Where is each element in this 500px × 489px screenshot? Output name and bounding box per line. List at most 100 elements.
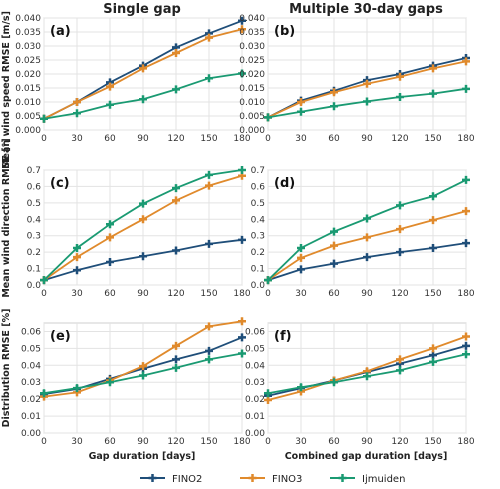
y-tick-label: 0.010 [15,98,41,108]
y-tick-label: 0.015 [15,84,41,94]
data-point-fino3 [73,98,81,106]
y-tick-label: 0.5 [251,199,265,209]
data-point-ijmuiden [330,227,338,236]
y-tick-label: 0.01 [245,412,265,422]
panel-label: (d) [274,176,295,191]
x-tick-label: 150 [424,289,441,299]
x-tick-label: 30 [295,289,307,299]
data-point-fino3 [462,332,470,341]
x-tick-label: 60 [104,289,116,299]
data-point-fino3 [139,362,147,371]
panel-c: 0.0 0.1 0.2 0.3 0.4 0.5 0.6 0.7 0 30 60 90 120 150 180… [27,166,251,299]
x-tick-label: 90 [361,134,373,144]
data-point-ijmuiden [462,350,470,359]
data-point-ijmuiden [396,92,404,101]
data-point-fino3 [462,207,470,216]
data-point-ijmuiden [172,85,180,94]
panel-d: 0.0 0.1 0.2 0.3 0.4 0.5 0.6 0.7 0 30 60 90 120 150 180… [251,166,475,299]
y-tick-label: 0.04 [21,361,41,371]
data-point-ijmuiden [172,184,180,193]
y-tick-label: 0.4 [251,215,266,225]
x-tick-label: 60 [104,437,116,447]
data-point-ijmuiden [172,363,180,372]
y-tick-label: 0.7 [251,166,265,176]
data-point-fino2 [462,239,470,248]
series-ijmuiden [40,69,246,123]
data-point-ijmuiden [238,349,246,358]
y-tick-label: 0.4 [27,215,42,225]
data-point-fino2 [429,351,437,360]
data-point-ijmuiden [106,100,114,109]
data-point-fino3 [363,233,371,242]
legend-marker-fino3 [248,474,257,482]
series-ijmuiden [264,84,470,122]
data-point-ijmuiden [106,378,114,387]
x-tick-label: 180 [233,437,250,447]
y-tick-label: 0.6 [251,182,266,192]
data-point-fino3 [106,82,114,91]
data-point-ijmuiden [73,384,81,393]
data-point-ijmuiden [462,84,470,93]
data-point-fino3 [205,181,213,190]
y-tick-label: 0.000 [239,126,265,136]
panel-e: 0.00 0.01 0.02 0.03 0.04 0.05 0.06 0 30 60 90 120 15… [21,317,251,447]
ylabel-distribution: Distribution RMSE [%] [1,309,12,428]
data-point-ijmuiden [462,175,470,184]
panels: 0.0000.0050.0100.0150.0200.0250.0300.035… [15,14,475,447]
x-tick-label: 60 [328,437,340,447]
x-tick-label: 30 [71,437,83,447]
x-tick-label: 120 [167,134,184,144]
x-tick-label: 120 [391,437,408,447]
data-point-ijmuiden [429,192,437,201]
y-tick-label: 0.3 [251,232,265,242]
data-point-ijmuiden [264,113,272,122]
data-point-fino2 [363,253,371,262]
x-tick-label: 150 [200,437,217,447]
data-point-fino2 [106,258,114,266]
y-tick-label: 0.040 [239,14,265,24]
data-point-ijmuiden [40,114,48,123]
data-point-ijmuiden [330,378,338,387]
x-tick-label: 0 [41,437,47,447]
y-tick-label: 0.020 [239,70,265,80]
y-tick-label: 0.1 [251,265,265,275]
data-point-fino3 [172,196,180,205]
y-tick-label: 0.025 [239,56,265,66]
data-point-fino2 [238,16,246,25]
y-tick-label: 0.015 [239,84,265,94]
data-point-fino2 [172,355,180,364]
x-tick-label: 120 [391,289,408,299]
data-point-fino3 [429,344,437,353]
column-title-multiple-gaps: Multiple 30-day gaps [289,2,443,17]
data-point-ijmuiden [238,166,246,174]
data-point-ijmuiden [396,366,404,375]
x-tick-label: 30 [295,134,307,144]
data-point-fino2 [139,252,147,261]
y-tick-label: 0.6 [27,182,42,192]
data-point-fino3 [396,72,404,81]
y-tick-label: 0.04 [245,361,265,371]
data-point-fino3 [264,396,272,404]
x-tick-label: 30 [71,289,83,299]
y-tick-label: 0.02 [21,395,41,405]
data-point-ijmuiden [205,355,213,364]
legend-item-fino2: FINO2 [140,474,202,485]
data-point-fino3 [205,33,213,42]
x-tick-label: 90 [137,289,149,299]
data-point-fino3 [238,25,246,34]
series-ijmuiden [264,175,470,285]
xlabel-gap-duration: Gap duration [days] [89,451,196,462]
y-tick-label: 0.06 [245,327,265,337]
x-tick-label: 180 [233,134,250,144]
data-point-ijmuiden [139,199,147,208]
x-tick-label: 120 [167,437,184,447]
data-point-ijmuiden [396,201,404,210]
data-point-fino3 [73,253,81,262]
y-tick-label: 0.1 [27,265,41,275]
x-tick-label: 30 [71,134,83,144]
x-tick-label: 120 [167,289,184,299]
x-tick-label: 60 [104,134,116,144]
y-tick-label: 0.03 [21,378,41,388]
y-tick-label: 0.010 [239,98,265,108]
x-tick-label: 150 [424,134,441,144]
